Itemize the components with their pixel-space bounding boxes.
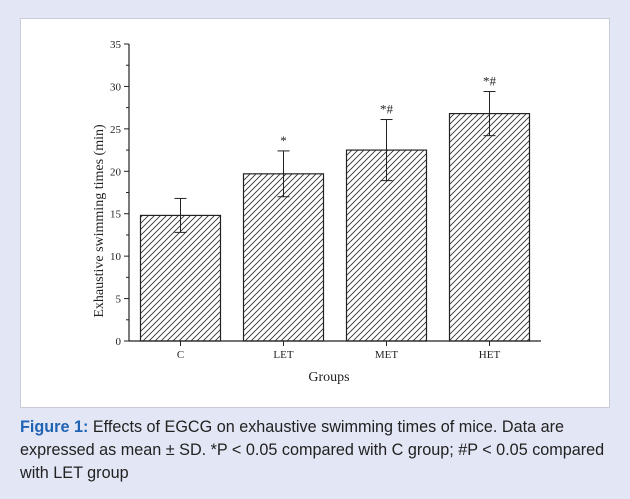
x-tick-label-het: HET [479, 349, 501, 361]
y-axis-label: Exhaustive swimming times (min) [92, 124, 107, 318]
y-tick-label-30: 30 [110, 81, 122, 93]
x-tick-label-met: MET [375, 349, 399, 361]
x-tick-label-let: LET [273, 349, 293, 361]
y-tick-label-25: 25 [110, 124, 122, 136]
x-tick-label-c: C [177, 349, 184, 361]
bar-het [448, 112, 531, 342]
y-tick-label-20: 20 [110, 166, 122, 178]
bar-chart: * *# *# C LET MET HET 0 5 10 15 20 25 30 35 Exhaustiv… [92, 39, 541, 385]
bar-let [242, 173, 325, 342]
y-tick-label-15: 15 [110, 209, 122, 221]
figure-caption-text: Effects of EGCG on exhaustive swimming t… [20, 418, 605, 482]
figure-panel: * *# *# C LET MET HET 0 5 10 15 20 25 30 35 Exhaustiv… [20, 18, 610, 408]
figure-caption: Figure 1: Effects of EGCG on exhaustive … [20, 416, 612, 485]
y-tick-label-35: 35 [110, 39, 122, 51]
significance-label-het: *# [483, 74, 497, 89]
bar-c [139, 214, 222, 342]
axes-layer: C LET MET HET 0 5 10 15 20 25 30 35 [110, 39, 541, 361]
y-tick-label-10: 10 [110, 251, 122, 263]
significance-label-met: *# [380, 102, 394, 117]
y-tick-label-5: 5 [116, 294, 122, 306]
figure-caption-label: Figure 1: [20, 418, 89, 436]
significance-label-let: * [280, 133, 287, 148]
x-axis-label: Groups [308, 370, 349, 385]
bars-layer: * *# *# [139, 74, 531, 342]
y-tick-label-0: 0 [116, 336, 122, 348]
